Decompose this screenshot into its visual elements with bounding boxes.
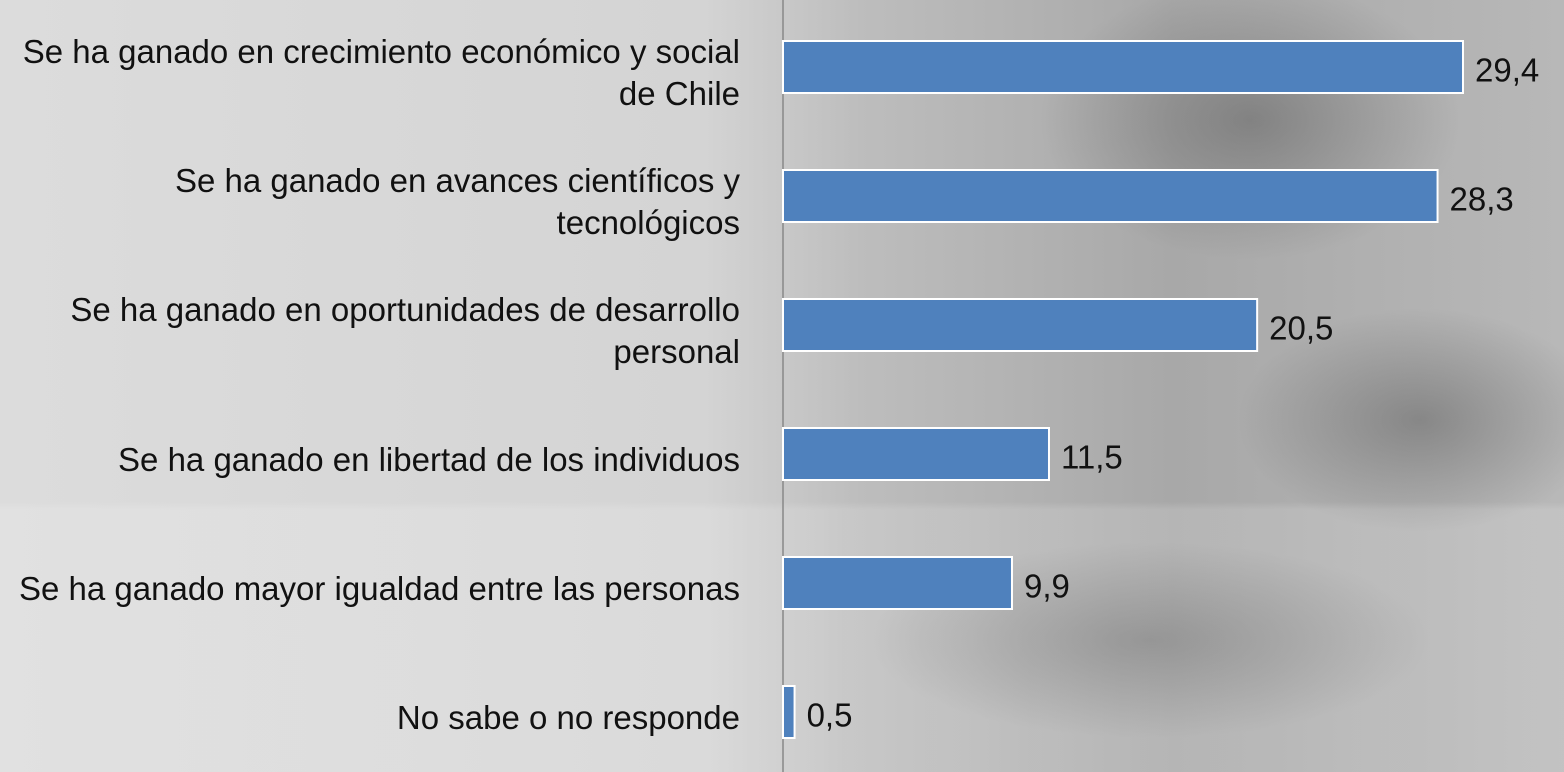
- bar: [782, 685, 796, 739]
- bar: [782, 169, 1439, 223]
- data-label: 20,5: [1269, 310, 1333, 347]
- data-label: 29,4: [1475, 52, 1539, 89]
- category-label: Se ha ganado en libertad de los individu…: [118, 441, 740, 478]
- data-label: 11,5: [1061, 439, 1123, 476]
- bar: [782, 298, 1259, 352]
- data-label: 0,5: [807, 697, 853, 734]
- category-label: Se ha ganado en avances científicos y te…: [174, 162, 740, 241]
- bar: [782, 40, 1464, 94]
- category-label: Se ha ganado mayor igualdad entre las pe…: [19, 570, 740, 607]
- data-label: 28,3: [1450, 181, 1514, 218]
- category-labels: Se ha ganado en crecimiento económico y …: [0, 0, 740, 772]
- bar: [782, 427, 1050, 481]
- category-label: Se ha ganado en oportunidades de desarro…: [70, 291, 740, 370]
- data-label: 9,9: [1024, 568, 1070, 605]
- category-label: No sabe o no responde: [396, 699, 740, 736]
- category-label: Se ha ganado en crecimiento económico y …: [22, 33, 740, 112]
- bar: [782, 556, 1013, 610]
